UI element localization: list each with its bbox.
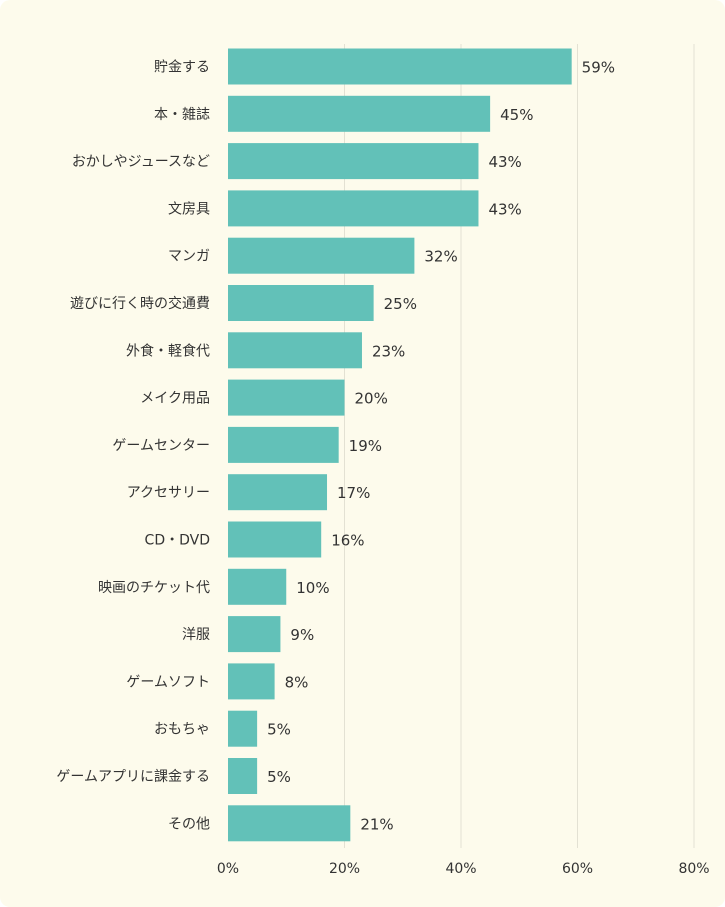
category-label: おかしやジュースなど bbox=[72, 154, 210, 170]
bar bbox=[228, 95, 491, 132]
x-tick-label: 0% bbox=[217, 861, 239, 877]
bar bbox=[228, 568, 287, 605]
value-label: 5% bbox=[267, 768, 291, 786]
category-label: 洋服 bbox=[182, 627, 210, 643]
category-label: ゲームアプリに課金する bbox=[56, 769, 210, 785]
x-axis-tick-labels: 0% 20% 40% 60% 80% bbox=[217, 861, 710, 877]
x-tick-label: 60% bbox=[562, 861, 593, 877]
value-label: 43% bbox=[488, 153, 521, 171]
bar bbox=[228, 616, 281, 653]
value-label: 45% bbox=[500, 106, 533, 124]
category-label: 映画のチケット代 bbox=[98, 580, 210, 596]
category-label: メイク用品 bbox=[140, 391, 210, 407]
category-label: 文房具 bbox=[168, 201, 210, 217]
category-label: ゲームソフト bbox=[126, 674, 210, 690]
value-label: 19% bbox=[349, 437, 382, 455]
value-label: 16% bbox=[331, 532, 364, 550]
x-tick-label: 80% bbox=[678, 861, 709, 877]
value-label: 17% bbox=[337, 484, 370, 502]
bar bbox=[228, 190, 479, 227]
value-label: 32% bbox=[424, 248, 457, 266]
bar bbox=[228, 710, 258, 747]
value-labels: 59% 45% 43% 43% 32% 25% 23% 20% 19% 17% 16% 10% 9% 8%… bbox=[267, 59, 615, 834]
bar bbox=[228, 663, 275, 700]
category-label: アクセサリー bbox=[127, 485, 210, 501]
value-label: 9% bbox=[290, 626, 314, 644]
category-label: その他 bbox=[168, 816, 210, 832]
category-label: 貯金する bbox=[154, 60, 210, 76]
bar bbox=[228, 379, 345, 416]
value-label: 5% bbox=[267, 721, 291, 739]
bars bbox=[228, 48, 572, 842]
value-label: 21% bbox=[360, 815, 393, 833]
category-labels: 貯金する本・雑誌おかしやジュースなど文房具マンガ遊びに行く時の交通費外食・軽食代… bbox=[56, 60, 210, 833]
bar bbox=[228, 426, 339, 463]
bar bbox=[228, 521, 322, 558]
bar bbox=[228, 237, 415, 274]
category-label: 遊びに行く時の交通費 bbox=[70, 295, 210, 312]
value-label: 8% bbox=[285, 673, 309, 691]
value-label: 23% bbox=[372, 342, 405, 360]
bar bbox=[228, 285, 374, 321]
category-label: 外食・軽食代 bbox=[126, 342, 210, 359]
bar bbox=[228, 805, 351, 842]
category-label: マンガ bbox=[168, 249, 210, 265]
bar bbox=[228, 143, 479, 180]
value-label: 59% bbox=[582, 59, 615, 77]
bar bbox=[228, 758, 258, 794]
x-tick-label: 40% bbox=[445, 861, 476, 877]
category-label: CD・DVD bbox=[145, 533, 210, 549]
x-tick-label: 20% bbox=[329, 861, 360, 877]
value-label: 10% bbox=[296, 579, 329, 597]
category-label: ゲームセンター bbox=[112, 438, 210, 454]
value-label: 25% bbox=[384, 295, 417, 313]
value-label: 20% bbox=[355, 390, 388, 408]
bar bbox=[228, 332, 362, 369]
bar bbox=[228, 48, 572, 85]
category-label: 本・雑誌 bbox=[154, 107, 210, 123]
bar bbox=[228, 474, 328, 511]
category-label: おもちゃ bbox=[154, 722, 210, 738]
value-label: 43% bbox=[488, 200, 521, 218]
